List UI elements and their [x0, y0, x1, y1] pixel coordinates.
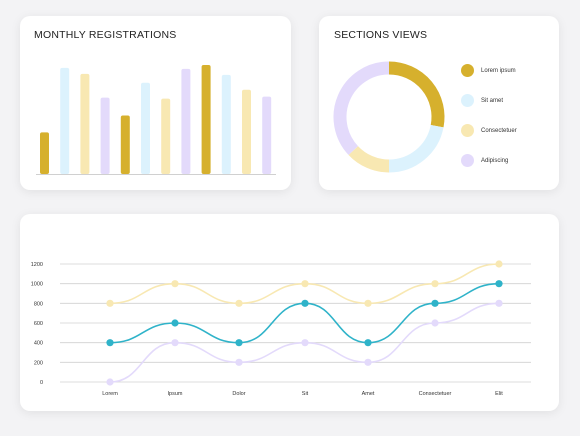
legend-item-sit-amet: Sit amet — [461, 94, 503, 107]
bar-1 — [40, 132, 49, 174]
bar-11 — [242, 89, 251, 174]
bar-7 — [161, 98, 171, 174]
sections-views-donut — [333, 61, 445, 173]
series-3-point-4 — [301, 339, 309, 347]
y-tick-label: 200 — [34, 360, 43, 366]
y-tick-label: 1200 — [31, 262, 43, 268]
bar-4 — [100, 97, 110, 174]
donut-slice-adipiscing — [333, 61, 390, 155]
monthly-registrations-chart — [36, 64, 276, 175]
bar-6 — [141, 82, 150, 174]
y-tick-label: 800 — [34, 301, 43, 307]
bar-5 — [120, 115, 130, 174]
series-1-point-4 — [301, 280, 309, 288]
legend-label: Sit amet — [481, 97, 504, 104]
series-3-point-7 — [495, 299, 503, 307]
legend-swatch — [461, 94, 474, 107]
trend-line-chart: 0 200 400 600 800 1000 1200 Lorem Ipsum Dolor Sit A… — [31, 260, 531, 397]
sections-views-title: SECTIONS VIEWS — [334, 29, 428, 41]
legend-label: Consectetuer — [481, 127, 517, 134]
series-2-point-5 — [364, 339, 372, 347]
donut-slice-lorem-ipsum — [388, 61, 445, 128]
series-3-point-2 — [171, 339, 179, 347]
x-tick-label: Lorem — [102, 391, 118, 397]
series-1-point-6 — [431, 280, 439, 288]
series-1-point-1 — [106, 299, 114, 307]
legend-item-adipiscing: Adipiscing — [461, 154, 508, 167]
x-tick-label: Sit — [302, 391, 309, 397]
x-tick-label: Elit — [495, 391, 503, 397]
x-tick-label: Dolor — [232, 391, 245, 397]
legend-item-consectetuer: Consectetuer — [461, 124, 517, 137]
y-tick-label: 600 — [34, 321, 43, 327]
donut-slice-sit-amet — [388, 124, 444, 173]
bar-9 — [201, 64, 211, 174]
monthly-registrations-card: MONTHLY REGISTRATIONS — [20, 16, 291, 190]
sections-views-card: SECTIONS VIEWS Lorem ipsum Sit amet Cons… — [319, 16, 559, 190]
series-3-point-1 — [106, 378, 114, 386]
monthly-registrations-title: MONTHLY REGISTRATIONS — [34, 29, 177, 41]
series-3-point-6 — [431, 319, 439, 327]
legend-swatch — [461, 64, 474, 77]
series-1-point-2 — [171, 280, 179, 288]
legend-item-lorem-ipsum: Lorem ipsum — [461, 64, 516, 77]
series-1-point-5 — [364, 299, 372, 307]
bar-3 — [80, 73, 90, 174]
series-3-point-3 — [235, 358, 243, 366]
bar-10 — [221, 74, 231, 174]
bar-8 — [181, 68, 191, 174]
series-2-point-4 — [301, 299, 309, 307]
bar-12 — [262, 96, 272, 174]
x-tick-label: Ipsum — [168, 391, 183, 397]
bar-2 — [60, 67, 70, 174]
trend-line-chart-card: 0 200 400 600 800 1000 1200 Lorem Ipsum Dolor Sit A… — [20, 214, 559, 411]
series-2-line — [109, 282, 500, 344]
legend-swatch — [461, 154, 474, 167]
legend-label: Lorem ipsum — [481, 67, 516, 74]
series-2-point-2 — [171, 319, 179, 327]
series-2-point-3 — [235, 339, 243, 347]
series-1-point-3 — [235, 299, 243, 307]
series-1-point-7 — [495, 260, 503, 268]
y-tick-label: 1000 — [31, 282, 43, 288]
x-tick-label: Consectetuer — [419, 391, 452, 397]
series-3-point-5 — [364, 358, 372, 366]
legend-swatch — [461, 124, 474, 137]
series-2-point-6 — [431, 299, 439, 307]
y-tick-label: 0 — [40, 380, 43, 386]
x-tick-label: Amet — [362, 391, 375, 397]
y-tick-label: 400 — [34, 341, 43, 347]
legend-label: Adipiscing — [481, 157, 509, 164]
series-2-point-7 — [495, 280, 503, 288]
series-2-point-1 — [106, 339, 114, 347]
donut-slice-consectetuer — [348, 145, 390, 173]
